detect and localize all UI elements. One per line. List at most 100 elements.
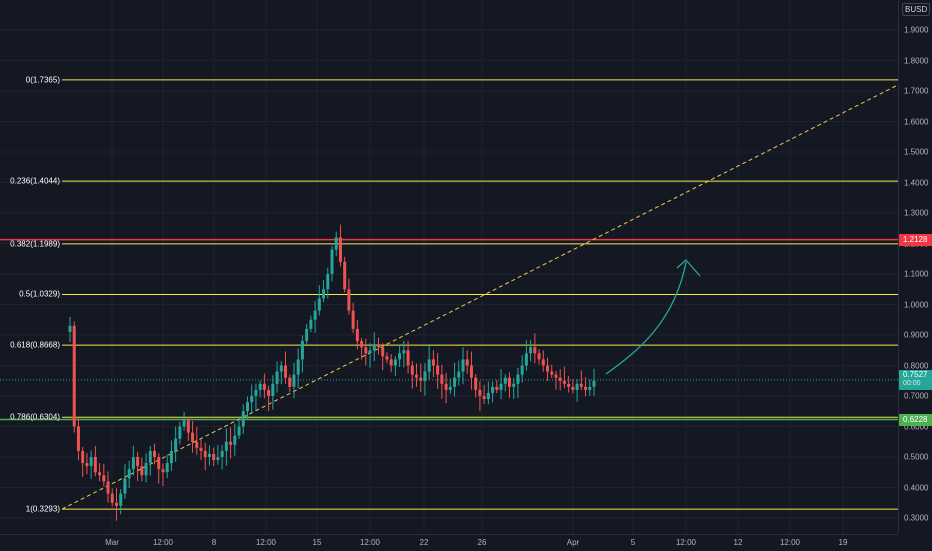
candle-body [229, 441, 233, 445]
candle-body [588, 386, 592, 390]
chart-canvas[interactable]: 0(1.7365) 0.236(1.4044) 0.382(1.1989) 0.5(1… [0, 0, 899, 534]
candle-body [431, 359, 435, 366]
price-tick-label: 1.7000 [904, 86, 929, 96]
candle-body [300, 341, 304, 360]
candle-body [284, 365, 288, 378]
candle-body [305, 328, 309, 342]
price-tick-label: 0.3000 [904, 513, 929, 523]
candle-body [423, 371, 427, 381]
candle-body [110, 493, 114, 503]
candle-body [592, 380, 596, 387]
candle-body [68, 325, 72, 332]
price-tick-label: 0.8000 [904, 361, 929, 370]
last-price-countdown: 00:00 [903, 379, 921, 387]
candle-body [465, 359, 469, 366]
candle-body [415, 374, 419, 378]
candle-body [191, 432, 195, 442]
currency-button[interactable]: BUSD [902, 3, 931, 16]
candle-body [558, 377, 562, 381]
candle-body [127, 469, 131, 479]
candle-body [182, 420, 186, 427]
candle-body [161, 469, 165, 473]
candle-body [89, 457, 93, 467]
candle-body [250, 396, 254, 403]
candle-body [579, 383, 583, 387]
candle-body [279, 365, 283, 372]
candle-body [524, 353, 528, 366]
price-tick-label: 0.5000 [904, 452, 929, 462]
candle-body [199, 447, 203, 451]
fib-level-label: 0.618(0.8668) [10, 340, 60, 350]
candle-body [258, 383, 262, 390]
candle-body [512, 383, 516, 387]
candle-body [309, 319, 313, 329]
candle-body [385, 356, 389, 360]
candle-body [478, 389, 482, 396]
candle-body [520, 365, 524, 375]
candle-body [402, 350, 406, 354]
candle-body [351, 310, 355, 329]
fib-level-label: 0(1.7365) [25, 75, 60, 85]
candle-body [330, 249, 334, 274]
candle-body [533, 347, 537, 354]
price-tick-label: 1.1000 [904, 269, 929, 279]
candle-body [296, 359, 300, 375]
candle-body [292, 374, 296, 387]
candle-body [410, 365, 414, 375]
candle-body [453, 377, 457, 387]
fib-level-label: 0.382(1.1989) [10, 239, 60, 249]
candle-body [131, 457, 135, 470]
candle-body [288, 377, 292, 387]
candle-body [203, 450, 207, 457]
time-tick-label: 12:00 [255, 538, 277, 547]
candle-body [245, 402, 249, 412]
candle-body [364, 347, 368, 354]
candle-body [461, 359, 465, 372]
price-chart[interactable] [0, 0, 899, 534]
candle-body [216, 457, 220, 461]
candle-body [347, 289, 351, 311]
candle-body [436, 365, 440, 375]
candle-body [486, 392, 490, 400]
time-tick-label: 12:00 [675, 538, 697, 547]
candle-body [343, 261, 347, 290]
time-tick-label: 12:00 [779, 538, 801, 547]
candle-body [85, 463, 89, 467]
time-axis[interactable]: Mar 12:00 8 12:00 15 12:00 22 26 Apr 5 12:00 12 12:0… [0, 534, 898, 551]
time-tick-label: 5 [630, 538, 636, 547]
candle-body [169, 450, 173, 464]
candle-body [541, 359, 545, 366]
candle-body [575, 383, 579, 390]
candle-body [474, 377, 478, 390]
price-tick-label: 1.3000 [904, 208, 929, 218]
candle-body [457, 371, 461, 378]
candle-body [389, 359, 393, 366]
resistance-price-badge: 1.2128 [899, 233, 932, 246]
candle-body [398, 353, 402, 360]
candle-body [550, 371, 554, 375]
candle-body [381, 347, 385, 357]
trendline [61, 84, 899, 510]
candle-body [444, 383, 448, 390]
candle-body [499, 383, 503, 390]
fib-level-label: 0.5(1.0329) [19, 289, 60, 299]
price-tick-label: 0.4000 [904, 483, 929, 492]
candle-body [584, 386, 588, 390]
candle-body [123, 478, 127, 494]
time-tick-label: 12:00 [152, 538, 174, 547]
price-axis[interactable]: BUSD 1.9000 1.8000 1.7000 1.6000 1.5000 1.400… [898, 0, 932, 534]
candle-body [148, 450, 152, 464]
last-price-badge: 0.7527 00:00 [899, 369, 932, 390]
candle-body [178, 426, 182, 439]
candle-body [546, 365, 550, 372]
price-tick-label: 0.9000 [904, 330, 929, 340]
candle-body [275, 371, 279, 384]
price-tick-label: 0.6000 [904, 422, 929, 431]
candle-body [114, 502, 118, 506]
candle-body [372, 344, 376, 351]
time-tick-label: 19 [838, 538, 848, 547]
time-tick-label: Apr [566, 538, 580, 547]
price-tick-label: 1.5000 [904, 147, 929, 157]
candle-body [334, 237, 338, 250]
price-tick-label: 1.0000 [904, 300, 929, 309]
